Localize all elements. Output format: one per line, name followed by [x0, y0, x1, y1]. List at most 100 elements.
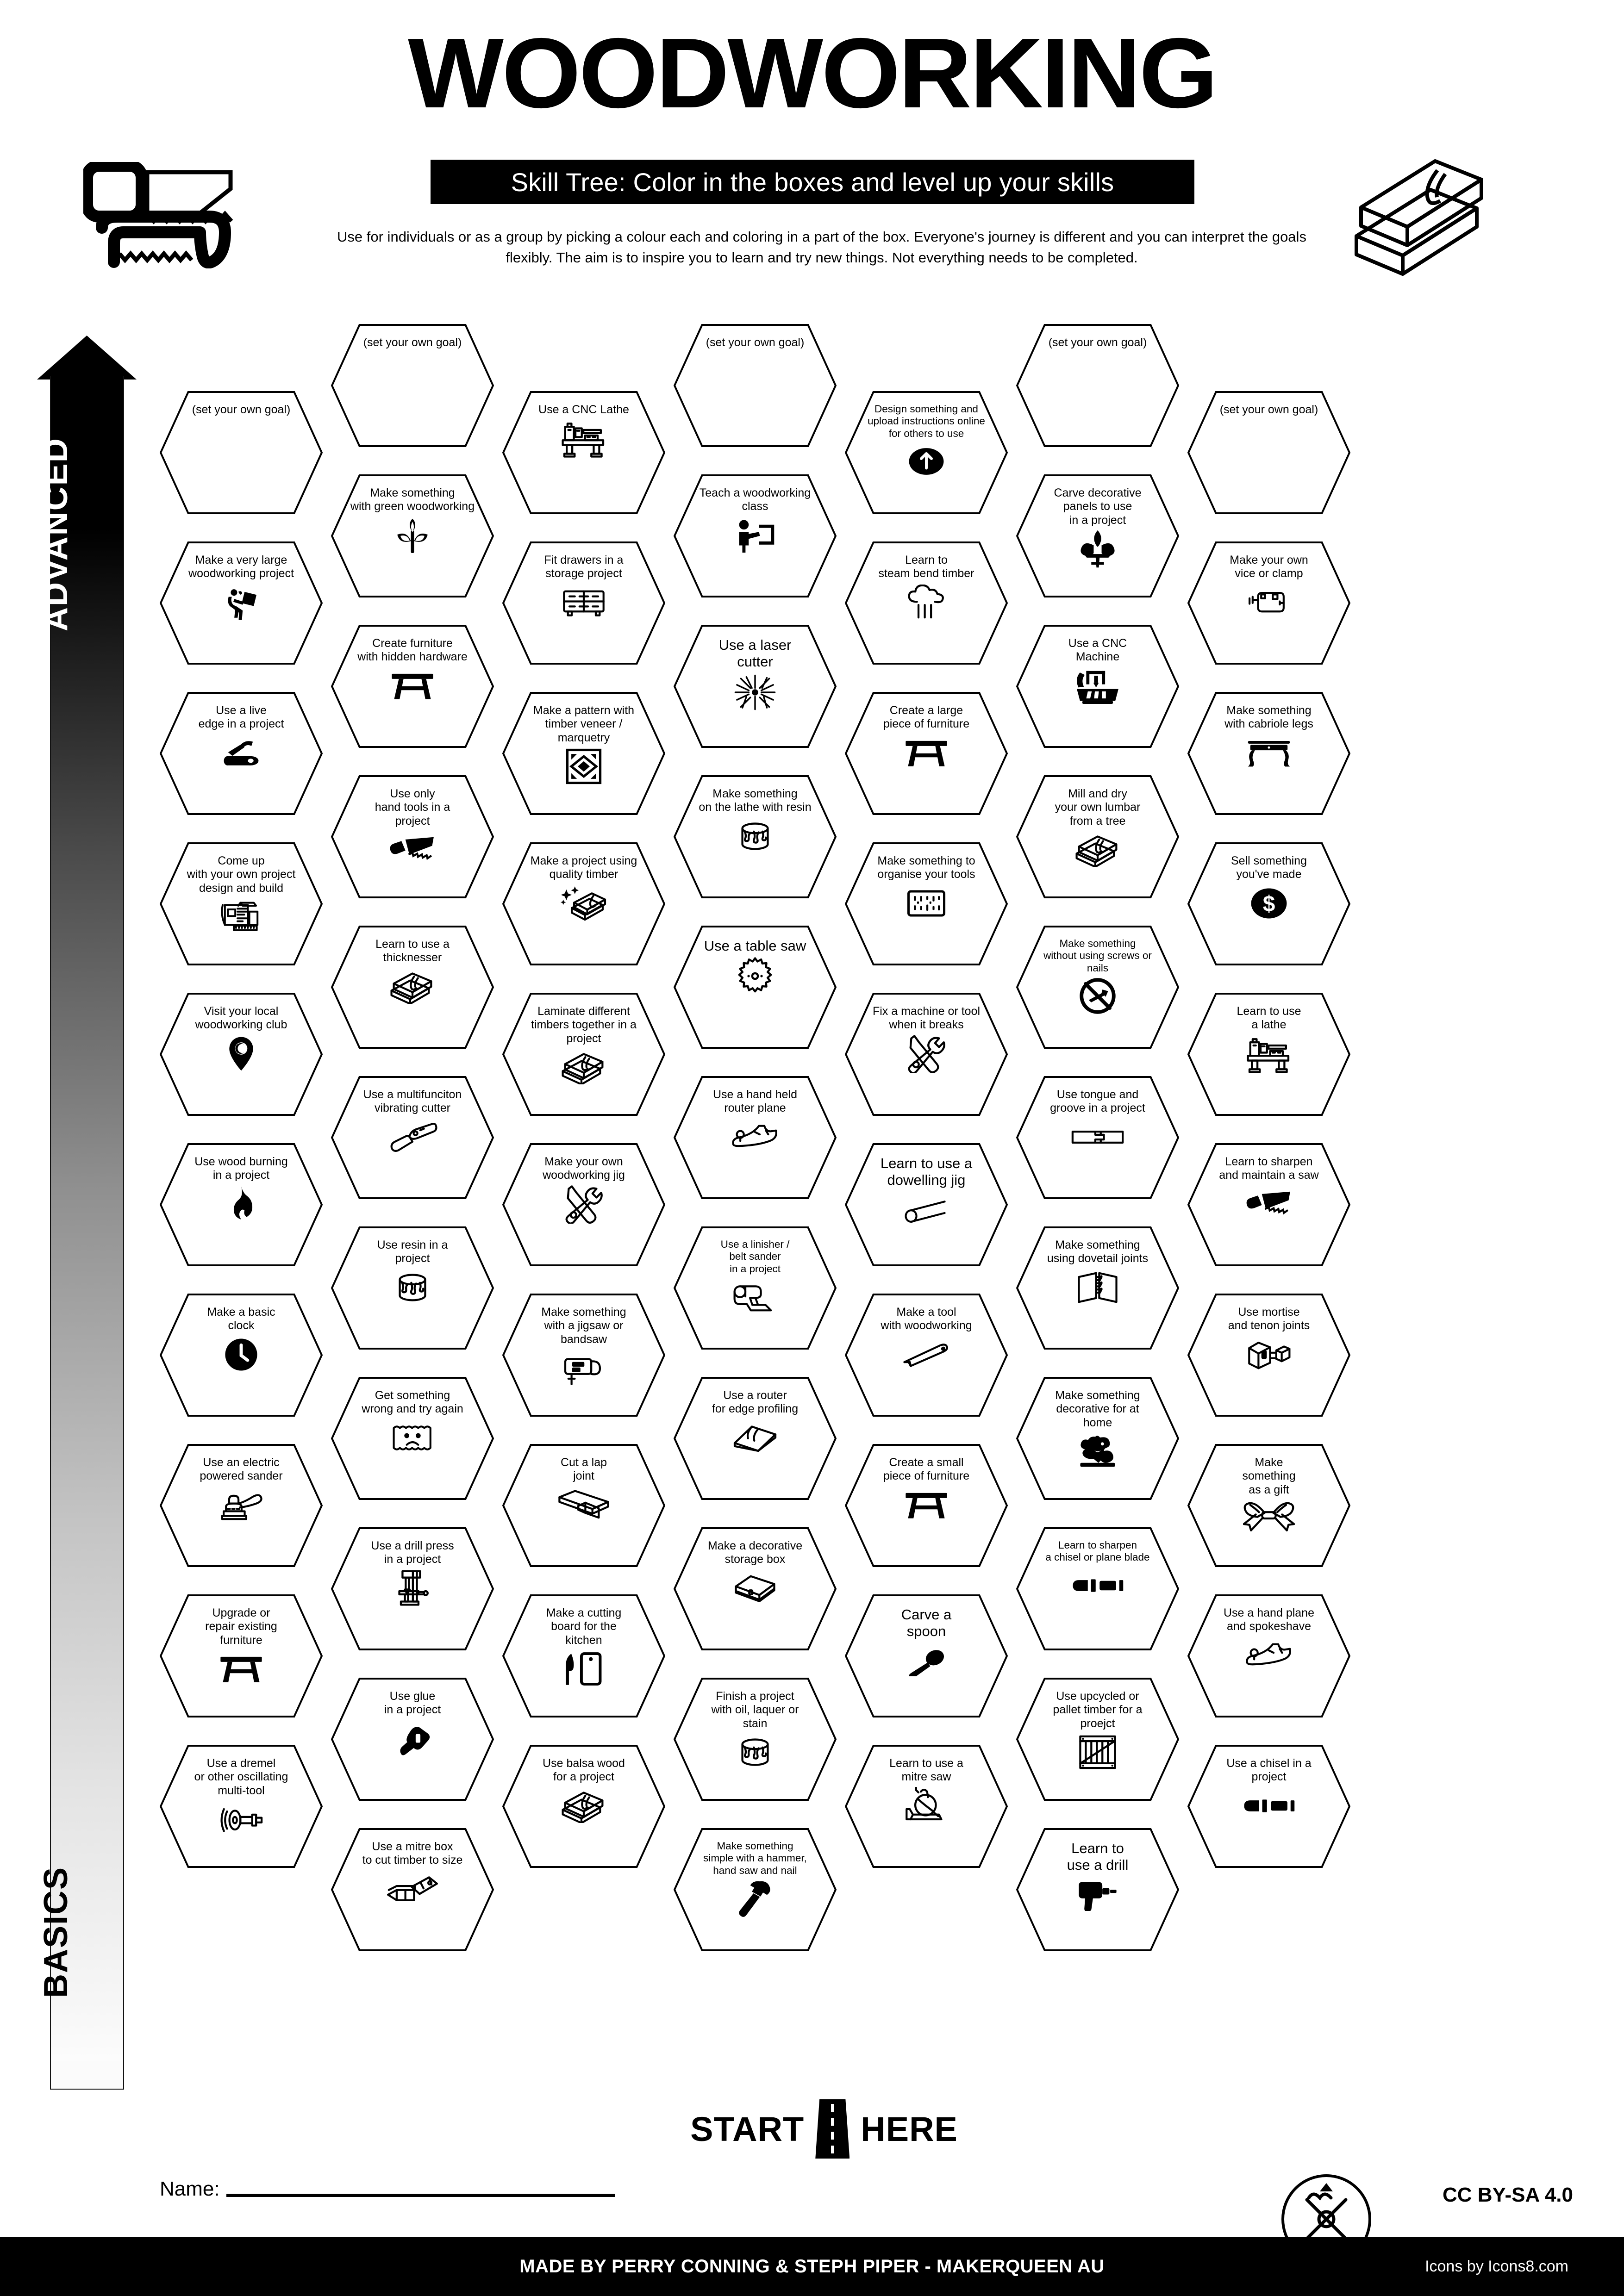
- skill-hex-label: Use a hand held router plane: [712, 1088, 798, 1115]
- live-edge-log-icon: [222, 734, 261, 772]
- skill-hex[interactable]: Use a multifunciton vibrating cutter: [331, 1076, 494, 1199]
- skill-hex[interactable]: Cut a lap joint: [502, 1444, 665, 1567]
- paint-tin-icon: [738, 1733, 772, 1771]
- skill-hex[interactable]: Mill and dry your own lumbar from a tree: [1016, 775, 1179, 898]
- skill-hex[interactable]: (set your own goal): [331, 324, 494, 447]
- skill-hex-label: Make something with cabriole legs: [1224, 704, 1313, 731]
- skill-hex[interactable]: Use wood burning in a project: [160, 1143, 323, 1266]
- skill-hex[interactable]: Create a small piece of furniture: [845, 1444, 1008, 1567]
- skill-hex[interactable]: Use glue in a project: [331, 1678, 494, 1801]
- skill-hex[interactable]: Make a tool with woodworking: [845, 1294, 1008, 1417]
- routed-edge-icon: [731, 1419, 779, 1457]
- skill-hex[interactable]: Fit drawers in a storage project: [502, 541, 665, 665]
- skill-hex[interactable]: Learn to use a dowelling jig: [845, 1143, 1008, 1266]
- skill-hex[interactable]: Learn to use a drill: [1016, 1828, 1179, 1951]
- road-icon: [815, 2099, 850, 2159]
- skill-hex[interactable]: Use a drill press in a project: [331, 1527, 494, 1650]
- skill-hex[interactable]: Sell something you've made $: [1187, 842, 1350, 965]
- skill-hex[interactable]: Carve decorative panels to use in a projec…: [1016, 474, 1179, 597]
- skill-hex-label: Use mortise and tenon joints: [1228, 1306, 1310, 1332]
- skill-hex[interactable]: Learn to steam bend timber: [845, 541, 1008, 665]
- skill-hex-label: Use a mitre box to cut timber to size: [362, 1840, 463, 1867]
- skill-hex[interactable]: Use a CNC Lathe: [502, 391, 665, 514]
- skill-hex[interactable]: Learn to use a thicknesser: [331, 926, 494, 1049]
- skill-hex-label: (set your own goal): [1219, 403, 1318, 416]
- skill-hex[interactable]: Use mortise and tenon joints: [1187, 1294, 1350, 1417]
- paint-tin-icon: [738, 817, 772, 855]
- skill-hex[interactable]: Make something simple with a hammer, hand …: [674, 1828, 837, 1951]
- mitre-saw-icon: [904, 1786, 949, 1825]
- skill-hex[interactable]: Make something as a gift: [1187, 1444, 1350, 1567]
- skill-hex[interactable]: Come up with your own project design and b…: [160, 842, 323, 965]
- skill-hex[interactable]: Use tongue and groove in a project: [1016, 1076, 1179, 1199]
- skill-hex[interactable]: Use a hand plane and spokeshave: [1187, 1594, 1350, 1717]
- skill-hex-label: (set your own goal): [1048, 336, 1147, 349]
- skill-hex-label: Learn to use a dowelling jig: [880, 1155, 973, 1188]
- skill-hex[interactable]: Make a basic clock: [160, 1294, 323, 1417]
- skill-hex[interactable]: Use balsa wood for a project: [502, 1745, 665, 1868]
- skill-hex[interactable]: Finish a project with oil, laquer or stain: [674, 1678, 837, 1801]
- skill-hex[interactable]: Get something wrong and try again: [331, 1377, 494, 1500]
- skill-hex[interactable]: Use upcycled or pallet timber for a proejc…: [1016, 1678, 1179, 1801]
- name-input-line[interactable]: [226, 2194, 615, 2197]
- skill-hex[interactable]: Make something using dovetail joints: [1016, 1226, 1179, 1350]
- skill-hex[interactable]: Make something decorative for at home: [1016, 1377, 1179, 1500]
- skill-hex[interactable]: Use resin in a project: [331, 1226, 494, 1350]
- skill-hex-label: Make something decorative for at home: [1055, 1389, 1140, 1429]
- skill-hex[interactable]: Use a dremel or other oscillating multi-to…: [160, 1745, 323, 1868]
- skill-hex[interactable]: Use a live edge in a project: [160, 692, 323, 815]
- skill-hex[interactable]: Use only hand tools in a project: [331, 775, 494, 898]
- skill-hex[interactable]: Use a laser cutter: [674, 625, 837, 748]
- skill-hex-label: (set your own goal): [363, 336, 462, 349]
- page-title: WOODWORKING: [408, 17, 1218, 129]
- skill-hex[interactable]: Upgrade or repair existing furniture: [160, 1594, 323, 1717]
- skill-hex[interactable]: Make something with a jigsaw or bandsaw: [502, 1294, 665, 1417]
- skill-level-arrow: ADVANCED BASICS: [37, 336, 137, 2090]
- skill-hex[interactable]: (set your own goal): [674, 324, 837, 447]
- skill-hex[interactable]: Use a linisher / belt sander in a project: [674, 1226, 837, 1350]
- skill-hex[interactable]: Use a CNC Machine: [1016, 625, 1179, 748]
- skill-hex[interactable]: Use a mitre box to cut timber to size: [331, 1828, 494, 1951]
- name-field-row[interactable]: Name:: [160, 2178, 615, 2201]
- skill-hex[interactable]: Visit your local woodworking club: [160, 993, 323, 1116]
- skill-hex[interactable]: Learn to sharpen a chisel or plane blade: [1016, 1527, 1179, 1650]
- gift-bow-icon: [1243, 1500, 1295, 1537]
- skill-hex[interactable]: Use a hand held router plane: [674, 1076, 837, 1199]
- skill-hex[interactable]: Make a project using quality timber: [502, 842, 665, 965]
- skill-hex[interactable]: Fix a machine or tool when it breaks: [845, 993, 1008, 1116]
- skill-hex[interactable]: Make something to organise your tools: [845, 842, 1008, 965]
- skill-hex[interactable]: Use an electric powered sander: [160, 1444, 323, 1567]
- skill-hex[interactable]: Use a chisel in a project: [1187, 1745, 1350, 1868]
- skill-hex[interactable]: Make a very large woodworking project: [160, 541, 323, 665]
- skill-hex[interactable]: Design something and upload instructions …: [845, 391, 1008, 514]
- skill-hex[interactable]: Make something with cabriole legs: [1187, 692, 1350, 815]
- skill-hex[interactable]: Make something without using screws or nai…: [1016, 926, 1179, 1049]
- skill-hex[interactable]: Learn to sharpen and maintain a saw: [1187, 1143, 1350, 1266]
- svg-text:$: $: [1263, 892, 1275, 916]
- skill-hex[interactable]: Create furniture with hidden hardware: [331, 625, 494, 748]
- skill-hex[interactable]: (set your own goal): [160, 391, 323, 514]
- skill-hex[interactable]: Make a pattern with timber veneer / marqu…: [502, 692, 665, 815]
- skill-hex[interactable]: Learn to use a lathe: [1187, 993, 1350, 1116]
- skill-hex[interactable]: Teach a woodworking class: [674, 474, 837, 597]
- skill-hex-label: Create a small piece of furniture: [883, 1456, 970, 1483]
- skill-hex[interactable]: (set your own goal): [1016, 324, 1179, 447]
- skill-hex[interactable]: Make a cutting board for the kitchen: [502, 1594, 665, 1717]
- skill-hex[interactable]: (set your own goal): [1187, 391, 1350, 514]
- skill-hex[interactable]: Create a large piece of furniture: [845, 692, 1008, 815]
- skill-hex[interactable]: Make something on the lathe with resin: [674, 775, 837, 898]
- skill-hex[interactable]: Make something with green woodworking: [331, 474, 494, 597]
- skill-hex[interactable]: Make a decorative storage box: [674, 1527, 837, 1650]
- skill-hex[interactable]: Carve a spoon: [845, 1594, 1008, 1717]
- start-word: START: [690, 2109, 805, 2148]
- skill-hex[interactable]: Use a router for edge profiling: [674, 1377, 837, 1500]
- storage-box-icon: [733, 1569, 777, 1607]
- skill-hex[interactable]: Learn to use a mitre saw: [845, 1745, 1008, 1868]
- skill-hex[interactable]: Use a table saw: [674, 926, 837, 1049]
- skill-hex[interactable]: Make your own vice or clamp: [1187, 541, 1350, 665]
- skill-hex[interactable]: Make your own woodworking jig: [502, 1143, 665, 1266]
